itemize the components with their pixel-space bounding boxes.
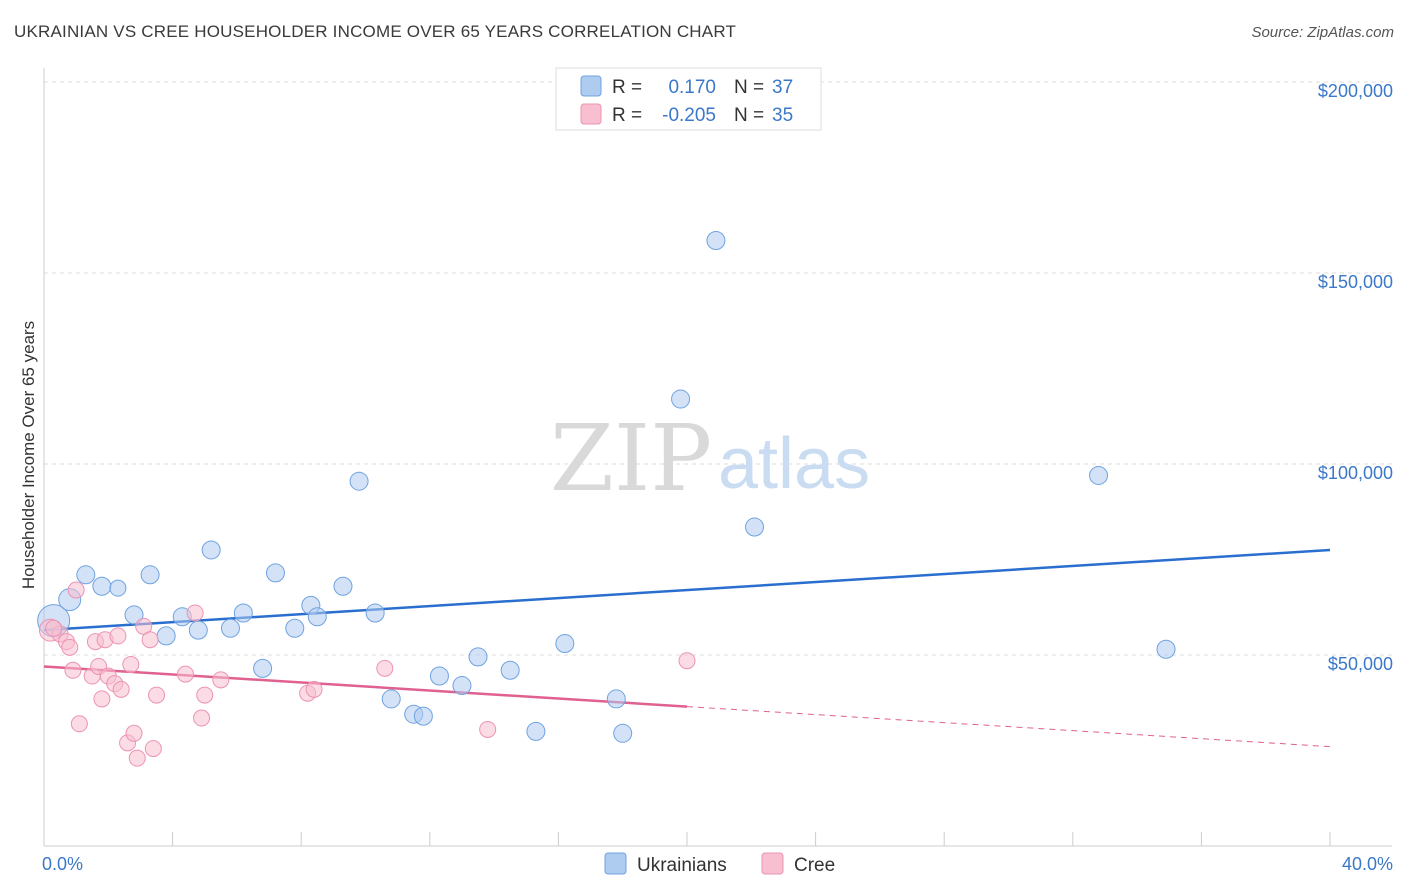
point-ukrainians-17 xyxy=(307,607,327,627)
source-label: Source: ZipAtlas.com xyxy=(1251,24,1394,41)
trend-line-1 xyxy=(43,665,688,708)
chart-title: UKRAINIAN VS CREE HOUSEHOLDER INCOME OVE… xyxy=(14,22,737,41)
legend-bottom: Ukrainians Cree xyxy=(604,852,835,876)
point-ukrainians-30 xyxy=(606,689,626,709)
legend-bottom-swatch-cree xyxy=(761,852,784,875)
point-ukrainians-27 xyxy=(500,660,520,680)
point-cree-25 xyxy=(186,604,204,622)
watermark-zip: ZIP xyxy=(550,405,712,512)
point-ukrainians-13 xyxy=(253,658,273,678)
legend-r-label: R = xyxy=(612,105,642,126)
legend-n-value: 35 xyxy=(772,105,793,126)
point-cree-33 xyxy=(678,652,696,670)
point-ukrainians-28 xyxy=(526,721,546,741)
point-cree-21 xyxy=(141,631,159,649)
point-ukrainians-24 xyxy=(429,666,449,686)
point-ukrainians-32 xyxy=(671,389,691,409)
point-ukrainians-4 xyxy=(109,579,127,597)
point-cree-28 xyxy=(212,671,230,689)
point-ukrainians-34 xyxy=(745,517,765,537)
point-ukrainians-33 xyxy=(706,231,726,251)
watermark: ZIP atlas xyxy=(550,405,870,512)
point-cree-27 xyxy=(196,686,214,704)
point-cree-14 xyxy=(109,627,127,645)
point-ukrainians-25 xyxy=(452,676,472,696)
point-cree-22 xyxy=(144,740,162,758)
point-cree-3 xyxy=(61,638,79,656)
legend-r-value: -0.205 xyxy=(662,105,716,126)
legend-n-label: N = xyxy=(734,105,764,126)
point-ukrainians-31 xyxy=(613,723,633,743)
legend-swatch-cree xyxy=(580,103,602,125)
y-tick-labels: $50,000 $100,000 $150,000 $200,000 xyxy=(1318,81,1393,674)
point-ukrainians-35 xyxy=(1089,465,1109,485)
point-ukrainians-29 xyxy=(555,634,575,654)
y-axis-title: Householder Income Over 65 years xyxy=(19,321,38,589)
point-ukrainians-6 xyxy=(140,565,160,585)
x-tick-label-max: 40.0% xyxy=(1342,854,1393,874)
axes xyxy=(43,68,1392,847)
point-cree-15 xyxy=(112,680,130,698)
y-tick-label-2: $150,000 xyxy=(1318,272,1393,292)
point-ukrainians-10 xyxy=(201,540,221,560)
legend-swatch-ukrainians xyxy=(580,75,602,97)
y-tick-label-0: $50,000 xyxy=(1328,654,1393,674)
legend-r-label: R = xyxy=(612,77,642,98)
point-ukrainians-15 xyxy=(285,618,305,638)
point-cree-17 xyxy=(122,656,140,674)
point-ukrainians-7 xyxy=(156,626,176,646)
point-ukrainians-36 xyxy=(1156,639,1176,659)
trend-lines xyxy=(43,548,1331,748)
point-cree-5 xyxy=(67,581,85,599)
point-cree-6 xyxy=(70,715,88,733)
point-cree-31 xyxy=(376,659,394,677)
y-tick-label-3: $200,000 xyxy=(1318,81,1393,101)
y-tick-label-1: $100,000 xyxy=(1318,463,1393,483)
point-ukrainians-14 xyxy=(265,563,285,583)
point-ukrainians-26 xyxy=(468,647,488,667)
point-cree-10 xyxy=(93,690,111,708)
point-ukrainians-3 xyxy=(92,576,112,596)
point-ukrainians-21 xyxy=(381,689,401,709)
x-tick-label-min: 0.0% xyxy=(42,854,83,874)
legend-n-label: N = xyxy=(734,77,764,98)
point-ukrainians-2 xyxy=(76,565,96,585)
point-cree-18 xyxy=(125,724,143,742)
legend-bottom-swatch-ukrainians xyxy=(604,852,627,875)
gridlines xyxy=(44,81,1392,656)
trend-line-dashed-1 xyxy=(686,706,1331,748)
data-points xyxy=(37,231,1176,767)
watermark-atlas: atlas xyxy=(718,424,870,504)
point-cree-26 xyxy=(193,709,211,727)
legend-r-value: 0.170 xyxy=(668,77,716,98)
point-cree-32 xyxy=(479,720,497,738)
point-ukrainians-12 xyxy=(233,603,253,623)
point-ukrainians-23 xyxy=(413,706,433,726)
legend-bottom-label-cree: Cree xyxy=(794,855,835,876)
point-ukrainians-11 xyxy=(220,618,240,638)
point-cree-19 xyxy=(128,749,146,767)
point-cree-30 xyxy=(305,680,323,698)
point-ukrainians-5 xyxy=(124,605,144,625)
point-cree-4 xyxy=(64,661,82,679)
trend-line-0 xyxy=(43,548,1331,632)
point-ukrainians-9 xyxy=(188,620,208,640)
legend-n-value: 37 xyxy=(772,77,793,98)
legend-top: R = 0.170 N = 37 R = -0.205 N = 35 xyxy=(555,67,822,131)
point-cree-24 xyxy=(176,665,194,683)
point-ukrainians-20 xyxy=(365,603,385,623)
point-cree-34 xyxy=(45,619,63,637)
point-cree-23 xyxy=(148,686,166,704)
legend-bottom-label-ukrainians: Ukrainians xyxy=(637,855,727,876)
point-ukrainians-19 xyxy=(349,471,369,491)
point-ukrainians-18 xyxy=(333,576,353,596)
